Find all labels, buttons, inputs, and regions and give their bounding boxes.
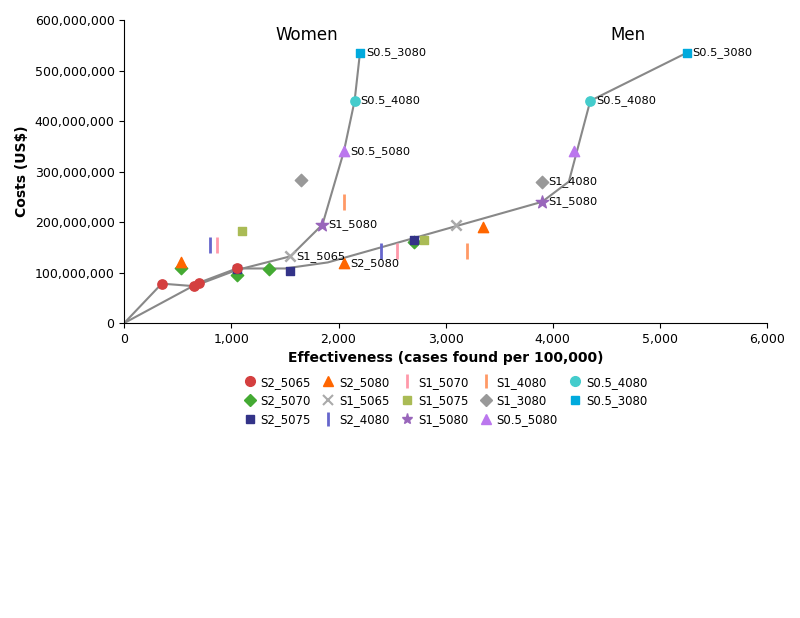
Text: S2_5080: S2_5080 xyxy=(350,258,399,269)
Point xyxy=(174,258,187,268)
Point xyxy=(230,264,243,274)
Point xyxy=(316,219,329,229)
Point xyxy=(418,235,430,245)
Text: S0.5_5080: S0.5_5080 xyxy=(350,146,410,157)
Point xyxy=(294,175,307,185)
Point xyxy=(338,146,350,156)
Point xyxy=(584,96,597,106)
Point xyxy=(354,48,366,57)
Text: S1_4080: S1_4080 xyxy=(548,176,597,187)
Text: S0.5_4080: S0.5_4080 xyxy=(596,95,656,106)
Point xyxy=(187,281,200,291)
Text: S0.5_3080: S0.5_3080 xyxy=(366,48,426,58)
Point xyxy=(407,237,420,247)
Point xyxy=(174,263,187,273)
Text: S0.5_4080: S0.5_4080 xyxy=(361,95,421,106)
Point xyxy=(407,235,420,245)
Text: S1_5065: S1_5065 xyxy=(296,251,346,262)
Point xyxy=(230,270,243,280)
Point xyxy=(230,263,243,273)
Point xyxy=(450,220,462,230)
Point xyxy=(284,266,297,276)
Point xyxy=(338,258,350,268)
Point xyxy=(193,277,206,287)
Point xyxy=(536,177,549,187)
Point xyxy=(155,279,168,289)
Point xyxy=(536,197,549,207)
X-axis label: Effectiveness (cases found per 100,000): Effectiveness (cases found per 100,000) xyxy=(288,351,603,365)
Point xyxy=(680,48,693,57)
Point xyxy=(262,264,275,274)
Text: S1_5080: S1_5080 xyxy=(328,219,378,230)
Point xyxy=(568,146,581,156)
Y-axis label: Costs (US$): Costs (US$) xyxy=(15,125,29,218)
Text: S1_5080: S1_5080 xyxy=(548,197,598,207)
Point xyxy=(284,252,297,261)
Point xyxy=(477,222,490,232)
Text: Women: Women xyxy=(275,26,338,44)
Text: Men: Men xyxy=(610,26,646,44)
Point xyxy=(236,226,249,235)
Point xyxy=(348,96,361,106)
Text: S0.5_3080: S0.5_3080 xyxy=(693,48,753,58)
Legend: S2_5065, S2_5070, S2_5075, S2_5080, S1_5065, S2_4080, S1_5070, S1_5075, S1_5080,: S2_5065, S2_5070, S2_5075, S2_5080, S1_5… xyxy=(238,370,654,432)
